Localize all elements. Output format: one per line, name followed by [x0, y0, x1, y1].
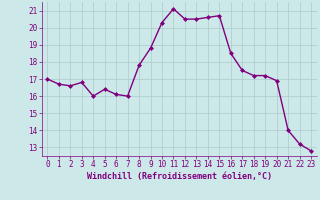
X-axis label: Windchill (Refroidissement éolien,°C): Windchill (Refroidissement éolien,°C) [87, 172, 272, 181]
